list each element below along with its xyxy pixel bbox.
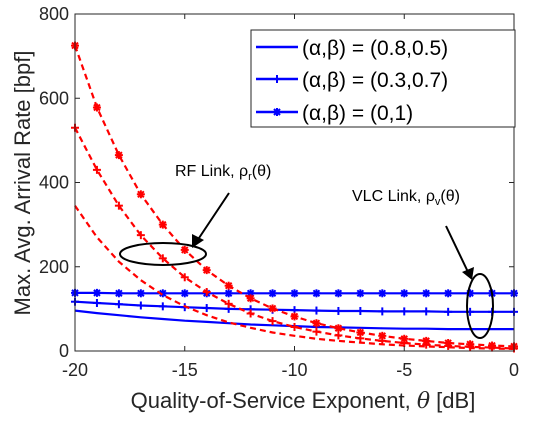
legend: (α,β) = (0.8,0.5) (α,β) = (0.3,0.7) (α,β… <box>251 30 515 127</box>
series-point-5-1 <box>93 104 101 112</box>
series-point-5-7 <box>225 282 233 290</box>
series-point-5-10 <box>291 312 299 320</box>
series-point-5-11 <box>312 319 320 327</box>
annotation-vlc-tail: (θ) <box>440 188 460 205</box>
series-vlc-3 <box>71 289 518 297</box>
annotation-vlc-text: VLC Link, ρ <box>352 188 435 205</box>
y-tick-label: 200 <box>39 257 69 277</box>
series-point-2-2 <box>115 289 123 297</box>
series-point-2-5 <box>181 289 189 297</box>
series-point-5-18 <box>466 340 474 348</box>
x-tick-label: 0 <box>509 360 519 380</box>
legend-entry-1-label: (α,β) = (0.8,0.5) <box>302 37 448 60</box>
series-point-5-12 <box>334 324 342 332</box>
series-point-2-14 <box>378 289 386 297</box>
x-axis-label-main: Quality-of-Service Exponent, <box>131 388 417 413</box>
y-tick-label: 800 <box>39 4 69 24</box>
series-point-5-5 <box>181 246 189 254</box>
series-point-2-11 <box>312 289 320 297</box>
x-tick-label: -5 <box>396 360 412 380</box>
series-point-2-13 <box>356 289 364 297</box>
series-point-5-4 <box>159 221 167 229</box>
y-axis-label: Max. Avg. Arrival Rate [bpf] <box>10 51 35 316</box>
legend-entry-2-label: (α,β) = (0.3,0.7) <box>302 69 448 92</box>
legend-entry-3-marker <box>273 108 281 116</box>
series-point-2-10 <box>291 289 299 297</box>
x-tick-label: -20 <box>62 360 88 380</box>
y-tick-label: 600 <box>39 88 69 108</box>
series-point-2-16 <box>422 289 430 297</box>
x-axis-label-unit: [dB] <box>430 388 475 413</box>
series-point-2-3 <box>137 289 145 297</box>
series-point-2-9 <box>269 289 277 297</box>
series-point-2-7 <box>225 289 233 297</box>
x-tick-label: -15 <box>172 360 198 380</box>
series-point-2-15 <box>400 289 408 297</box>
y-tick-label: 0 <box>59 341 69 361</box>
series-point-5-17 <box>444 339 452 347</box>
series-point-5-8 <box>247 294 255 302</box>
series-point-5-6 <box>203 266 211 274</box>
series-point-2-1 <box>93 289 101 297</box>
series-point-5-13 <box>356 328 364 336</box>
series-point-5-16 <box>422 337 430 345</box>
series-point-5-9 <box>269 304 277 312</box>
series-point-5-2 <box>115 151 123 159</box>
series-point-5-19 <box>488 342 496 350</box>
annotation-rf-tail: (θ) <box>252 163 272 180</box>
series-point-2-17 <box>444 289 452 297</box>
legend-star-marker <box>273 108 281 116</box>
series-point-2-12 <box>334 289 342 297</box>
x-axis-label-symbol: θ <box>417 389 430 414</box>
x-tick-label: -10 <box>281 360 307 380</box>
legend-entry-3-label: (α,β) = (0,1) <box>302 102 413 125</box>
series-point-5-14 <box>378 332 386 340</box>
series-point-5-3 <box>137 190 145 198</box>
annotation-rf-text: RF Link, ρ <box>175 163 248 180</box>
series-point-5-15 <box>400 335 408 343</box>
x-axis-label: Quality-of-Service Exponent, θ [dB] <box>131 388 476 414</box>
y-tick-label: 400 <box>39 173 69 193</box>
